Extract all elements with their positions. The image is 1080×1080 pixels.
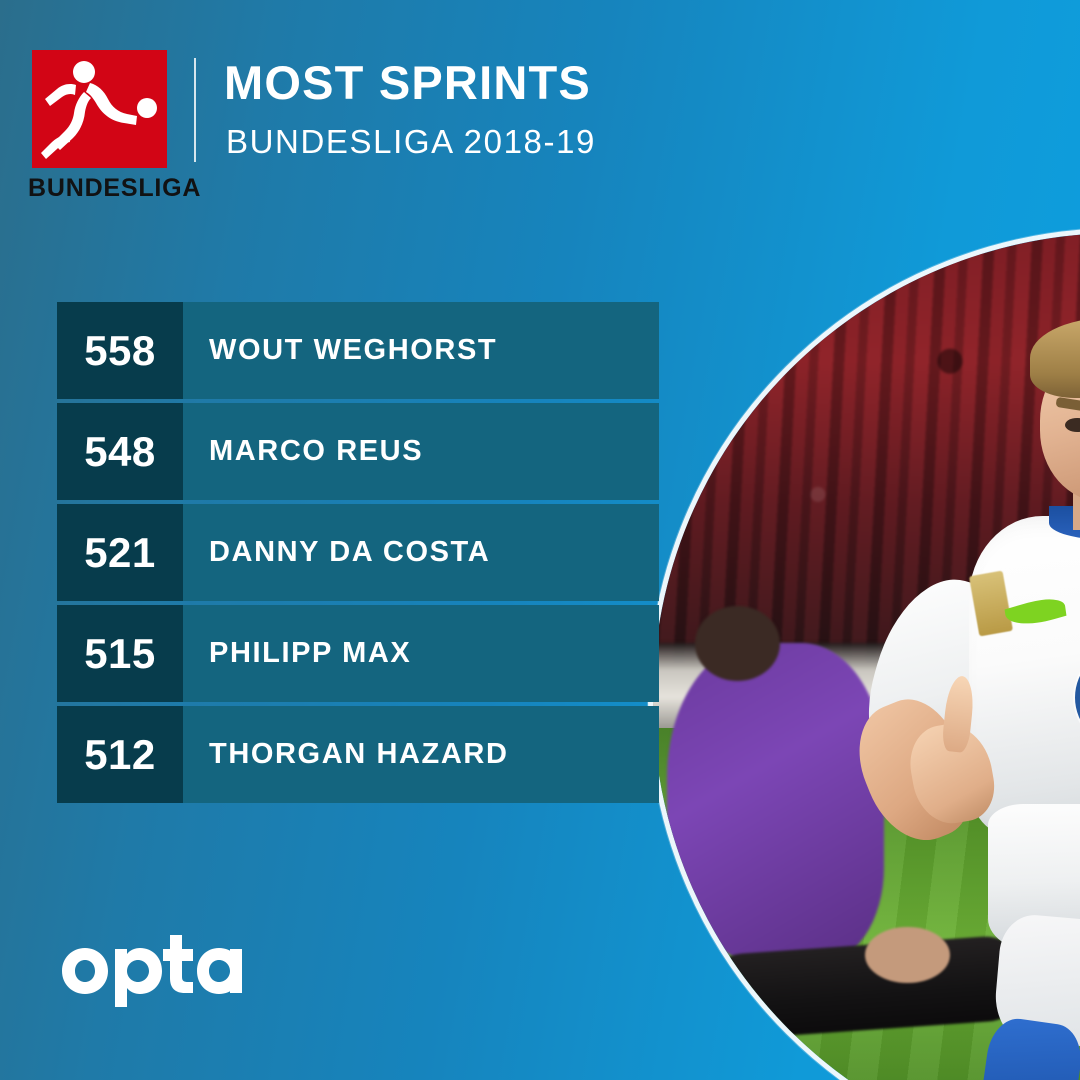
vw-sponsor-logo <box>1074 648 1080 748</box>
row-player-name: WOUT WEGHORST <box>183 302 659 399</box>
player-hair <box>1030 317 1080 398</box>
table-row: 521 DANNY DA COSTA <box>57 504 659 601</box>
row-value: 521 <box>57 504 183 601</box>
header: BUNDESLIGA MOST SPRINTS BUNDESLIGA 2018-… <box>0 0 1080 210</box>
player-eye-left <box>1065 417 1080 432</box>
table-row: 548 MARCO REUS <box>57 403 659 500</box>
row-value: 515 <box>57 605 183 702</box>
table-row: 515 PHILIPP MAX <box>57 605 659 702</box>
row-player-name: DANNY DA COSTA <box>183 504 659 601</box>
page-subtitle: BUNDESLIGA 2018-19 <box>226 123 596 160</box>
row-player-name: THORGAN HAZARD <box>183 706 659 803</box>
celebrating-player: VW W 9 <box>653 233 1080 1080</box>
header-divider <box>194 58 196 162</box>
row-value: 548 <box>57 403 183 500</box>
row-player-name: PHILIPP MAX <box>183 605 659 702</box>
table-row: 512 THORGAN HAZARD <box>57 706 659 803</box>
bundesliga-wordmark: BUNDESLIGA <box>28 174 202 202</box>
background-player-head <box>695 605 781 682</box>
ranking-list: 558 WOUT WEGHORST 548 MARCO REUS 521 DAN… <box>57 302 659 807</box>
background-player-purple <box>666 643 884 965</box>
bundesliga-logo-icon <box>32 50 167 168</box>
player-shirt-number: 9 <box>1068 818 1080 894</box>
row-value: 558 <box>57 302 183 399</box>
prone-player-head <box>865 926 951 984</box>
player-neck <box>1072 482 1080 531</box>
player-photo-image: VW W 9 <box>653 233 1080 1080</box>
opta-logo <box>60 931 245 1007</box>
row-value: 512 <box>57 706 183 803</box>
row-player-name: MARCO REUS <box>183 403 659 500</box>
table-row: 558 WOUT WEGHORST <box>57 302 659 399</box>
page-title: MOST SPRINTS <box>224 56 591 109</box>
player-photo-circle: VW W 9 <box>648 228 1080 1080</box>
